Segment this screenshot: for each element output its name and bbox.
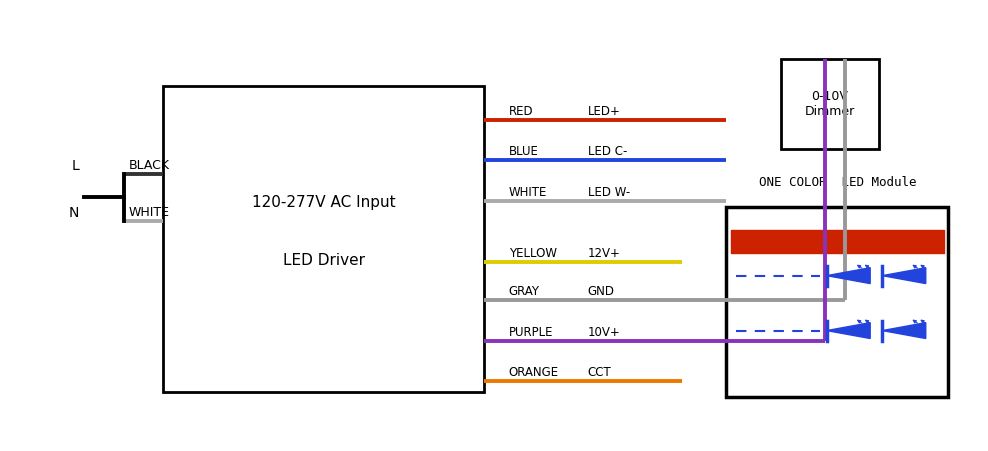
Text: WHITE: WHITE [509, 186, 547, 199]
Text: GRAY: GRAY [509, 285, 539, 298]
Text: 10V+: 10V+ [588, 326, 620, 339]
Bar [163, 86, 484, 392]
Text: 0-10V
Dimmer: 0-10V Dimmer [805, 90, 855, 118]
Text: LED Driver: LED Driver [283, 253, 365, 268]
Polygon shape [827, 322, 870, 339]
Text: 12V+: 12V+ [588, 247, 620, 260]
Text: RED: RED [509, 105, 534, 118]
Text: ORANGE: ORANGE [509, 367, 559, 379]
Polygon shape [882, 268, 926, 284]
Bar [726, 207, 948, 397]
Text: CCT: CCT [588, 367, 612, 379]
Text: L: L [71, 158, 79, 173]
Text: GND: GND [588, 285, 615, 298]
Polygon shape [882, 322, 926, 339]
Text: 120-277V AC Input: 120-277V AC Input [252, 195, 395, 210]
Text: LED C-: LED C- [588, 146, 627, 158]
Bar [781, 59, 879, 149]
Text: PURPLE: PURPLE [509, 326, 553, 339]
Text: N: N [68, 206, 79, 220]
Text: LED+: LED+ [588, 105, 620, 118]
Polygon shape [827, 268, 870, 284]
Text: YELLOW: YELLOW [509, 247, 557, 260]
Text: BLUE: BLUE [509, 146, 538, 158]
Text: WHITE: WHITE [128, 207, 169, 219]
Text: LED W-: LED W- [588, 186, 630, 199]
Text: ONE COLOR  LED Module: ONE COLOR LED Module [759, 176, 916, 189]
Text: BLACK: BLACK [128, 159, 169, 172]
